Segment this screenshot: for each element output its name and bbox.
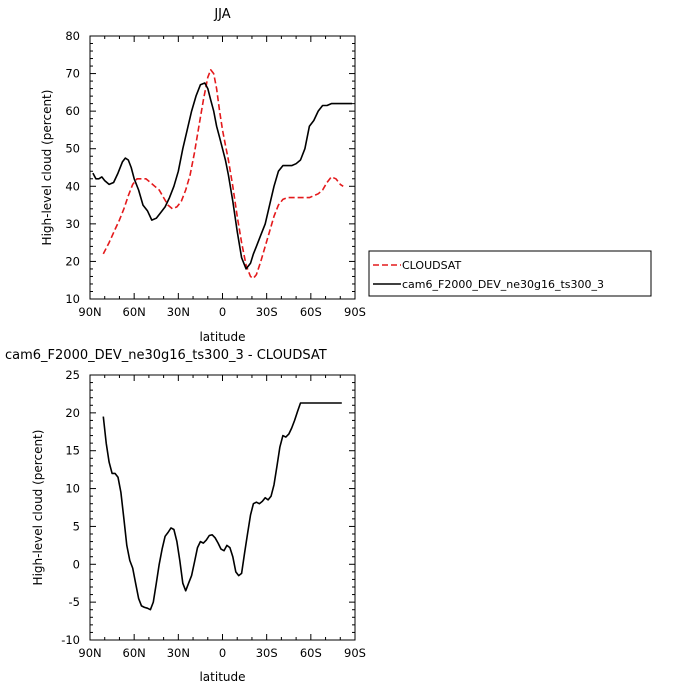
- y-tick-label: 60: [65, 104, 80, 118]
- y-axis-label: High-level cloud (percent): [40, 90, 54, 246]
- x-tick-label: 60S: [300, 646, 322, 660]
- y-tick-label: -10: [61, 633, 80, 647]
- y-tick-label: 40: [65, 179, 80, 193]
- y-tick-label: 70: [65, 67, 80, 81]
- legend-label: cam6_F2000_DEV_ne30g16_ts300_3: [402, 278, 604, 291]
- series-line-cam6-f2000-dev-ne30g16-ts300-3: [92, 82, 353, 270]
- y-tick-label: 25: [65, 368, 80, 382]
- bottom-panel: cam6_F2000_DEV_ne30g16_ts300_3 - CLOUDSA…: [5, 348, 366, 684]
- plot-frame: [89, 35, 356, 300]
- plot-frame: [89, 374, 356, 641]
- x-axis-label: latitude: [199, 330, 245, 344]
- chart-title: cam6_F2000_DEV_ne30g16_ts300_3 - CLOUDSA…: [5, 348, 327, 363]
- y-tick-label: 10: [65, 482, 80, 496]
- y-tick-label: 20: [65, 406, 80, 420]
- x-tick-label: 60N: [123, 646, 146, 660]
- y-tick-label: 20: [65, 254, 80, 268]
- chart-title: JJA: [213, 7, 230, 22]
- y-tick-label: 5: [73, 519, 80, 533]
- y-axis-label: High-level cloud (percent): [31, 430, 45, 586]
- legend-box: [368, 250, 652, 297]
- series-line-cloudsat: [102, 69, 344, 280]
- x-tick-label: 0: [219, 305, 226, 319]
- series-line-difference: [102, 402, 342, 611]
- legend: CLOUDSAT cam6_F2000_DEV_ne30g16_ts300_3: [368, 250, 652, 297]
- x-tick-label: 30S: [256, 305, 278, 319]
- x-tick-label: 90N: [78, 646, 101, 660]
- x-tick-label: 30S: [256, 646, 278, 660]
- x-tick-label: 90S: [344, 305, 366, 319]
- y-tick-label: 10: [65, 292, 80, 306]
- x-tick-label: 60N: [123, 305, 146, 319]
- y-tick-label: 30: [65, 217, 80, 231]
- y-tick-label: -5: [69, 595, 80, 609]
- x-tick-label: 30N: [167, 305, 190, 319]
- x-tick-label: 90S: [344, 646, 366, 660]
- y-tick-label: 50: [65, 142, 80, 156]
- x-tick-label: 60S: [300, 305, 322, 319]
- legend-label: CLOUDSAT: [402, 259, 461, 272]
- x-tick-label: 30N: [167, 646, 190, 660]
- y-tick-label: 80: [65, 29, 80, 43]
- x-tick-label: 90N: [78, 305, 101, 319]
- x-axis-label: latitude: [199, 670, 245, 684]
- y-tick-label: 15: [65, 444, 80, 458]
- y-tick-label: 0: [73, 557, 80, 571]
- top-panel: JJA 90N 60N 30N 0 30S 60S 90S 10 20 30 40 50 60 70 80 la…: [40, 7, 366, 344]
- x-tick-label: 0: [219, 646, 226, 660]
